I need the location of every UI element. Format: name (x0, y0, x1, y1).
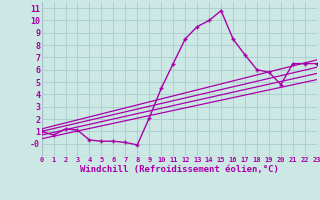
X-axis label: Windchill (Refroidissement éolien,°C): Windchill (Refroidissement éolien,°C) (80, 165, 279, 174)
